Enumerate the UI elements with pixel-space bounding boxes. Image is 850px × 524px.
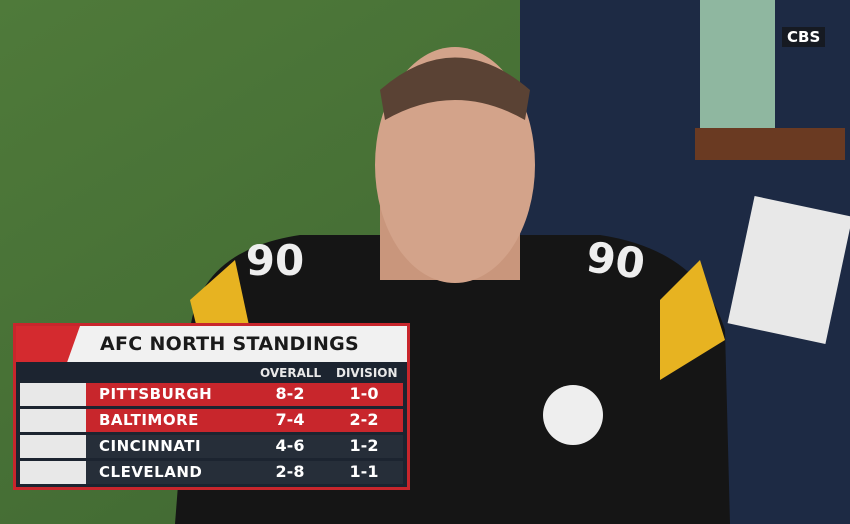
column-header: OVERALL — [260, 366, 322, 380]
team-logo — [20, 435, 86, 458]
title: AFC NORTH STANDINGS — [100, 333, 360, 355]
team-name: PITTSBURGH — [99, 385, 213, 403]
team-logo — [20, 461, 86, 484]
team-row: CLEVELAND 2-8 1-1 — [20, 461, 403, 484]
team-row: BALTIMORE 7-4 2-2 — [20, 409, 403, 432]
jersey-number: 90 — [246, 236, 304, 285]
team-row: CINCINNATI 4-6 1-2 — [20, 435, 403, 458]
header: AFC NORTH STANDINGS — [16, 326, 407, 362]
tie — [700, 0, 775, 130]
shoulder-stripe — [190, 260, 250, 340]
network-logo: CBS — [782, 27, 826, 47]
column-header: DIVISION — [336, 366, 398, 380]
team-name: CLEVELAND — [99, 463, 203, 481]
division-record: 1-0 — [349, 384, 379, 403]
overall-record: 4-6 — [275, 436, 305, 455]
standings-graphic: AFC NORTH STANDINGS OVERALL DIVISION PIT… — [13, 323, 410, 490]
team-row: PITTSBURGH 8-2 1-0 — [20, 383, 403, 406]
belt — [695, 128, 845, 160]
overall-record: 2-8 — [275, 462, 305, 481]
afc-logo — [16, 326, 80, 362]
team-name: CINCINNATI — [99, 437, 202, 455]
hair — [380, 57, 530, 120]
shoulder-stripe — [660, 260, 725, 380]
division-record: 2-2 — [349, 410, 379, 429]
team-logo — [20, 383, 86, 406]
team-name: BALTIMORE — [99, 411, 199, 429]
division-record: 1-2 — [349, 436, 379, 455]
team-logo — [20, 409, 86, 432]
jersey-number: 90 — [583, 232, 648, 289]
overall-record: 8-2 — [275, 384, 305, 403]
overall-record: 7-4 — [275, 410, 305, 429]
division-record: 1-1 — [349, 462, 379, 481]
badge — [727, 196, 850, 344]
steelers-logo — [543, 385, 603, 445]
